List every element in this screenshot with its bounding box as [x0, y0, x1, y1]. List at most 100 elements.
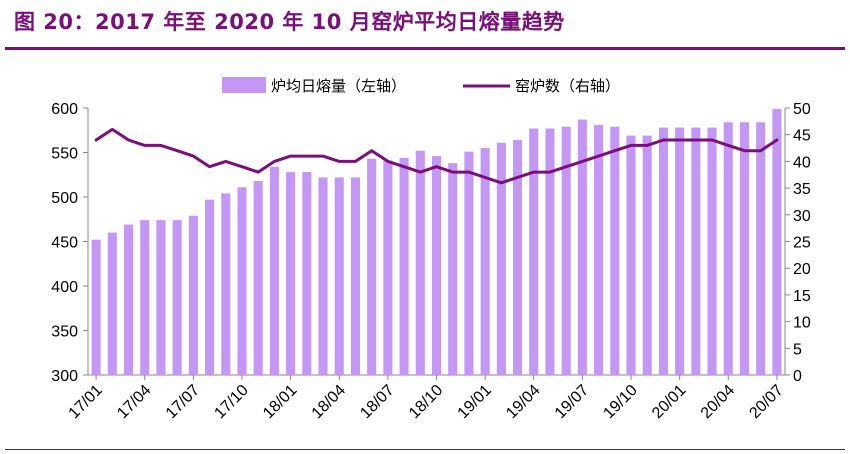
bar — [383, 160, 393, 375]
line-point — [273, 160, 276, 163]
bar — [431, 156, 442, 375]
bar — [107, 232, 117, 375]
line-point — [402, 165, 406, 168]
bar — [91, 239, 101, 375]
bar — [723, 122, 733, 376]
x-tick-label: 18/04 — [309, 382, 349, 422]
y-left-tick-label: 300 — [51, 368, 78, 385]
line-point — [305, 154, 309, 158]
legend-label-line: 窑炉数（右轴） — [515, 78, 620, 95]
bar — [529, 128, 539, 375]
bottom-rule — [5, 449, 845, 450]
line-point — [694, 138, 698, 142]
y-right-tick-label: 0 — [793, 368, 802, 385]
bar — [172, 220, 182, 375]
line-point — [175, 149, 179, 152]
line-point — [354, 160, 357, 163]
line-point — [743, 149, 746, 152]
line-point — [710, 138, 714, 142]
bar — [334, 177, 344, 375]
bar — [415, 150, 425, 375]
bar — [318, 177, 328, 375]
y-right-tick-label: 30 — [793, 208, 811, 225]
bar — [756, 122, 766, 376]
line-point — [483, 176, 487, 179]
line-point — [143, 144, 146, 147]
bar — [577, 119, 587, 375]
line-point — [111, 128, 114, 131]
line-point — [678, 138, 681, 142]
x-tick-label: 17/10 — [211, 382, 251, 422]
legend-label-bar: 炉均日熔量（左轴） — [271, 78, 406, 95]
bar — [480, 148, 490, 375]
bar — [302, 172, 312, 375]
bar — [367, 158, 377, 375]
line-point — [581, 160, 584, 163]
line-point — [256, 170, 260, 174]
y-left-tick-label: 400 — [51, 279, 78, 296]
bar — [513, 140, 523, 375]
line-point — [224, 160, 227, 163]
x-tick-label: 18/10 — [406, 382, 446, 422]
line-point — [759, 149, 762, 152]
line-point — [159, 144, 163, 147]
x-tick-label: 20/01 — [649, 382, 689, 422]
y-right-tick-label: 25 — [793, 235, 811, 252]
bar — [594, 124, 604, 375]
x-tick-label: 18/01 — [260, 382, 300, 422]
y-right-tick-label: 50 — [793, 101, 811, 118]
line-point — [386, 160, 390, 163]
x-tick-label: 18/07 — [357, 382, 397, 422]
bar — [464, 151, 474, 375]
line-point — [629, 144, 633, 147]
line-point — [321, 154, 325, 158]
bar — [545, 128, 555, 375]
line-point — [127, 138, 130, 142]
x-tick-label: 17/01 — [66, 382, 106, 422]
bar — [188, 215, 198, 375]
y-right-tick-label: 40 — [793, 154, 811, 171]
bar — [561, 126, 571, 375]
bar — [156, 220, 166, 375]
bar — [707, 127, 717, 375]
y-left-tick-label: 600 — [51, 101, 78, 118]
legend-swatch-bar — [222, 77, 266, 93]
bar — [642, 135, 652, 375]
bar — [286, 172, 296, 375]
line-point — [564, 165, 568, 168]
line-point — [419, 170, 422, 174]
bar — [205, 199, 215, 375]
bar — [269, 166, 279, 375]
x-tick-label: 20/07 — [746, 382, 786, 422]
line-point — [597, 154, 600, 158]
bar — [221, 193, 231, 375]
line-point — [613, 149, 617, 152]
line-point — [516, 176, 519, 179]
bar — [496, 142, 506, 375]
x-tick-label: 19/07 — [552, 382, 592, 422]
x-tick-label: 19/01 — [455, 382, 495, 422]
y-left-tick-label: 500 — [51, 190, 78, 207]
y-left-tick-label: 450 — [51, 235, 78, 252]
line-point — [775, 138, 779, 142]
x-tick-label: 17/07 — [163, 382, 203, 422]
line-point — [467, 170, 471, 174]
bar — [739, 122, 750, 376]
line-point — [451, 170, 454, 174]
x-tick-label: 19/04 — [503, 382, 543, 422]
bar — [253, 180, 263, 375]
x-tick-label: 20/04 — [698, 382, 738, 422]
line-point — [94, 138, 98, 142]
line-point — [435, 165, 438, 168]
y-right-tick-label: 10 — [793, 315, 811, 332]
y-right-tick-label: 45 — [793, 128, 811, 145]
line-point — [727, 144, 730, 147]
y-left-tick-label: 350 — [51, 324, 78, 341]
line-point — [208, 165, 211, 168]
bar — [675, 127, 685, 375]
y-right-tick-label: 15 — [793, 288, 811, 305]
bar — [140, 220, 150, 375]
line-point — [646, 144, 649, 147]
y-right-tick-label: 5 — [793, 341, 802, 358]
